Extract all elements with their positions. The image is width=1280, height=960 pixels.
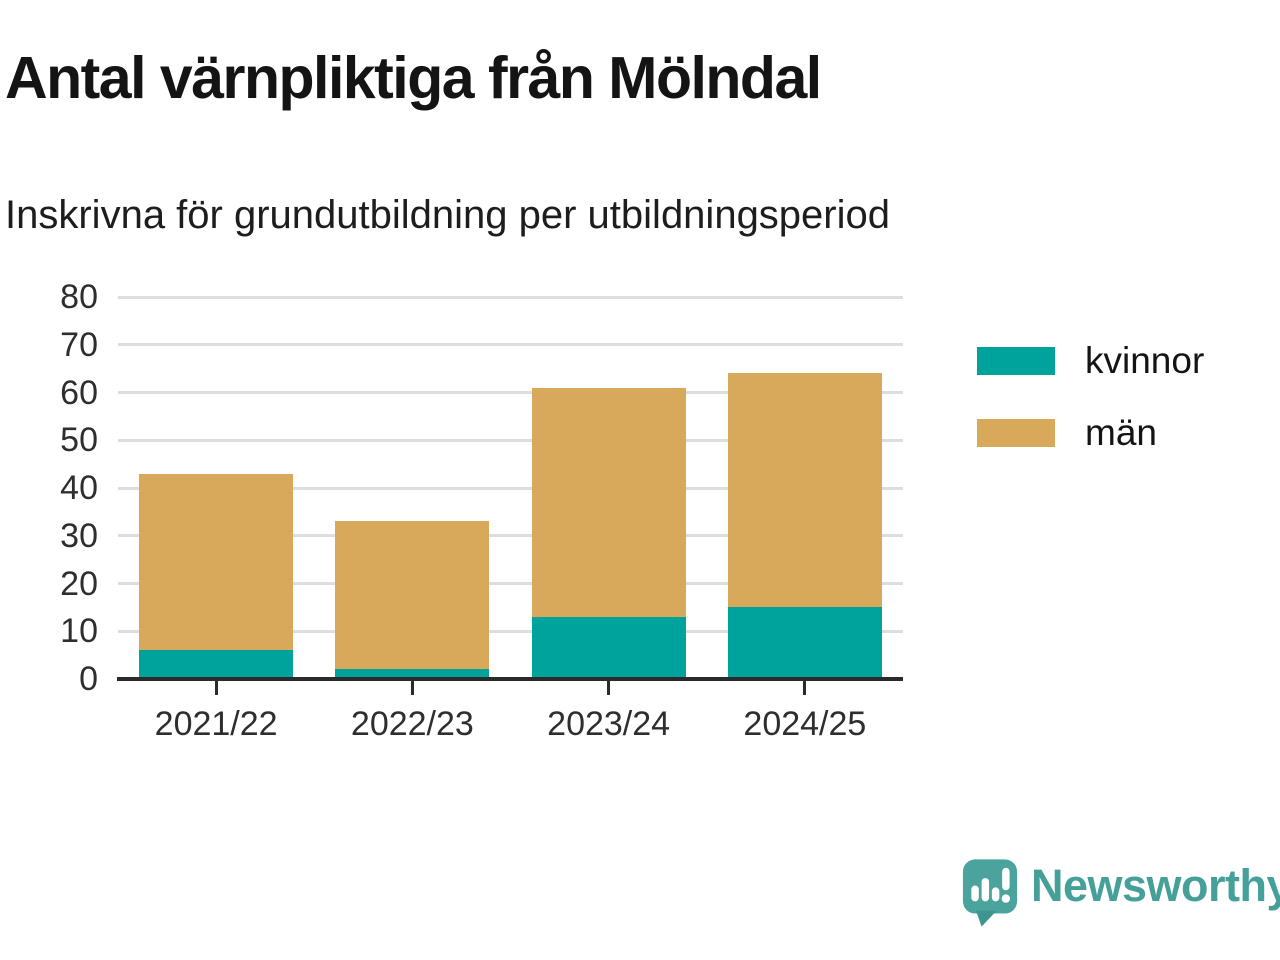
- gridline: [118, 438, 903, 442]
- bar-segment-män: [139, 473, 293, 651]
- logo-text: Newsworthy: [1031, 860, 1280, 911]
- gridline: [118, 391, 903, 394]
- y-axis-tick-label: 10: [60, 612, 98, 651]
- bar-segment-män: [335, 521, 489, 670]
- legend-item-kvinnor: kvinnor: [977, 340, 1204, 382]
- x-axis-tick-label: 2022/23: [350, 705, 474, 743]
- bar-segment-kvinnor: [728, 607, 882, 679]
- x-axis-tick: [803, 681, 807, 695]
- gridline: [118, 295, 903, 299]
- legend-swatch-icon: [977, 347, 1055, 375]
- chart-title: Antal värnpliktiga från Mölndal: [5, 45, 822, 111]
- gridline: [118, 629, 903, 633]
- gridline: [118, 582, 903, 585]
- x-axis-tick-label: 2023/24: [547, 705, 671, 743]
- y-axis-tick-label: 30: [60, 516, 98, 555]
- branding: Newsworthy: [962, 858, 1280, 928]
- bar-segment-kvinnor: [139, 650, 293, 679]
- y-axis-tick-label: 20: [60, 564, 98, 603]
- y-axis-tick-label: 40: [60, 469, 98, 507]
- x-axis-tick-label: 2024/25: [743, 705, 867, 743]
- gridline: [118, 486, 903, 490]
- y-axis-tick-label: 50: [60, 421, 98, 460]
- gridline: [118, 343, 903, 347]
- x-axis-tick: [607, 681, 611, 695]
- y-axis-tick-label: 0: [79, 660, 98, 698]
- gridline: [118, 534, 903, 538]
- legend-label: kvinnor: [1085, 340, 1205, 381]
- bar-segment-män: [532, 387, 686, 617]
- bar-segment-kvinnor: [335, 669, 489, 679]
- y-axis-tick-label: 60: [60, 373, 98, 412]
- x-axis-line: [117, 677, 903, 681]
- y-axis-tick-label: 70: [60, 325, 98, 364]
- legend: kvinnor män: [977, 340, 1204, 454]
- legend-swatch-icon: [977, 419, 1055, 447]
- bar-segment-kvinnor: [532, 616, 686, 679]
- x-axis-tick-label: 2021/22: [154, 705, 278, 743]
- newsworthy-logo-icon: [962, 859, 1018, 927]
- x-axis-tick: [410, 681, 414, 695]
- legend-item-män: män: [977, 412, 1204, 454]
- chart-subtitle: Inskrivna för grundutbildning per utbild…: [5, 193, 890, 237]
- x-axis-tick: [214, 681, 218, 695]
- y-axis-tick-label: 80: [60, 278, 98, 316]
- legend-label: män: [1085, 412, 1157, 453]
- bar-segment-män: [728, 373, 882, 608]
